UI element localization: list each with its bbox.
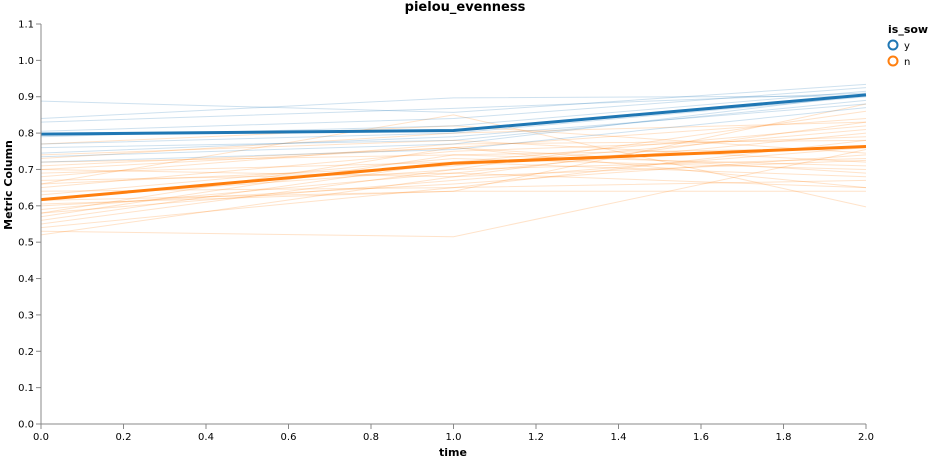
- legend-title: is_sow: [888, 23, 928, 36]
- x-tick-label: 2.0: [858, 432, 874, 443]
- y-tick-label: 0.0: [18, 420, 34, 431]
- x-axis: 0.0 0.2 0.4 0.6 0.8 1.0 1.2 1.4 1.6 1.8 2.0: [33, 423, 874, 443]
- series-line-n-14: [40, 136, 867, 189]
- series-line-y-9: [40, 94, 867, 158]
- y-tick-label: 0.6: [18, 201, 34, 212]
- x-tick-label: 0.2: [116, 432, 132, 443]
- y-tick-label: 0.4: [18, 274, 34, 285]
- x-tick-label: 1.2: [528, 432, 544, 443]
- series-line-y-6: [40, 96, 867, 145]
- series-line-y-7: [40, 99, 867, 149]
- series-line-n-28: [40, 147, 867, 189]
- y-tick-label: 0.7: [18, 165, 34, 176]
- y-tick-label: 0.3: [18, 310, 34, 321]
- y-axis: 0.0 0.1 0.2 0.3 0.4 0.5 0.6 0.7 0.8 0.9 1.0 1.1: [18, 20, 42, 431]
- individual-lines: [40, 83, 867, 238]
- series-line-n-2: [40, 121, 867, 236]
- series-line-n-21: [40, 154, 867, 167]
- mean-lines: [40, 93, 867, 202]
- legend: is_sow y n: [887, 23, 928, 68]
- series-line-n-13: [40, 179, 867, 192]
- legend-label-y: y: [904, 41, 910, 52]
- legend-symbol-n: [887, 55, 899, 67]
- series-line-n-8: [40, 132, 867, 210]
- y-tick-label: 0.5: [18, 238, 34, 249]
- y-tick-label: 1.0: [18, 56, 34, 67]
- series-line-n-22: [40, 121, 867, 160]
- x-tick-label: 1.8: [776, 432, 792, 443]
- y-axis-label: Metric Column: [2, 140, 15, 230]
- series-line-n-25: [40, 114, 867, 208]
- series-line-y-8: [40, 103, 867, 154]
- series-line-n-10: [40, 190, 866, 205]
- series-line-y-1: [40, 83, 867, 113]
- series-line-n-6: [40, 147, 867, 218]
- x-tick-label: 1.4: [611, 432, 627, 443]
- chart-title: pielou_evenness: [405, 0, 526, 15]
- series-line-n-17: [40, 139, 867, 178]
- x-axis-label: time: [439, 446, 467, 459]
- plot-area: [40, 83, 867, 238]
- series-line-n-15: [40, 128, 867, 185]
- series-line-n-12: [40, 158, 867, 196]
- legend-symbol-y: [887, 39, 899, 51]
- x-tick-label: 1.6: [693, 432, 709, 443]
- y-tick-label: 0.9: [18, 92, 34, 103]
- series-line-n-24: [40, 125, 867, 154]
- legend-label-n: n: [904, 57, 910, 68]
- x-tick-label: 0.8: [363, 432, 379, 443]
- series-line-y-4: [40, 87, 867, 132]
- y-tick-label: 0.1: [18, 383, 34, 394]
- series-line-n-3: [40, 139, 867, 229]
- y-tick-label: 0.2: [18, 347, 34, 358]
- series-line-n-9: [40, 154, 867, 207]
- x-tick-label: 0.0: [33, 432, 49, 443]
- series-line-n-27: [40, 147, 867, 214]
- mean-line-n: [40, 145, 867, 202]
- series-line-n-20: [40, 118, 867, 167]
- series-line-n-16: [40, 172, 867, 189]
- series-line-n-26: [40, 103, 867, 201]
- series-line-n-23: [40, 139, 867, 163]
- series-line-n-4: [40, 158, 867, 225]
- series-line-n-1: [40, 148, 867, 238]
- mean-line-y: [40, 93, 867, 136]
- series-line-y-2: [40, 95, 867, 120]
- series-line-n-19: [40, 159, 867, 178]
- y-tick-label: 0.8: [18, 129, 34, 140]
- series-line-n-7: [40, 147, 867, 214]
- series-line-y-3: [40, 92, 867, 123]
- x-tick-label: 0.6: [281, 432, 297, 443]
- y-tick-label: 1.1: [18, 20, 34, 31]
- x-tick-label: 0.4: [198, 432, 214, 443]
- series-line-y-10: [40, 107, 867, 163]
- x-tick-label: 1.0: [446, 432, 462, 443]
